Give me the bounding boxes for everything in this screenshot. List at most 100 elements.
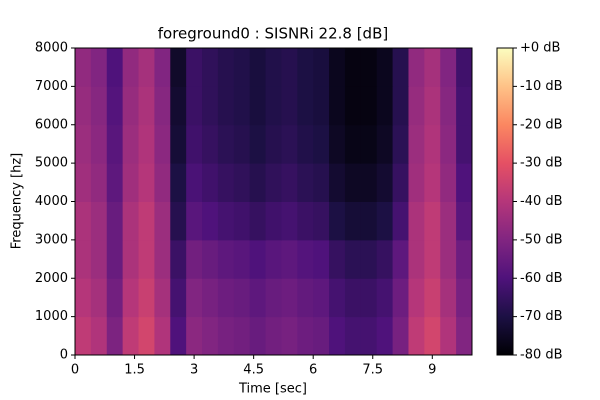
spectrogram-cell bbox=[392, 124, 409, 164]
spectrogram-cell bbox=[424, 86, 441, 126]
spectrogram-cell bbox=[202, 201, 219, 241]
spectrogram-cell bbox=[265, 86, 282, 126]
spectrogram-cell bbox=[138, 201, 155, 241]
spectrogram-cell bbox=[122, 316, 140, 356]
spectrogram-cell bbox=[249, 86, 267, 126]
spectrogram-cell bbox=[75, 163, 92, 202]
spectrogram-cell bbox=[122, 86, 140, 126]
spectrogram-cell bbox=[106, 86, 124, 126]
spectrogram-cell bbox=[376, 278, 394, 318]
spectrogram-cell bbox=[456, 201, 473, 241]
spectrogram-cell bbox=[297, 163, 314, 202]
spectrogram-cell bbox=[138, 48, 155, 87]
spectrogram-cell bbox=[456, 316, 473, 356]
spectrogram-cell bbox=[360, 124, 378, 164]
spectrogram-cell bbox=[154, 278, 171, 318]
spectrogram-cell bbox=[281, 86, 298, 126]
spectrogram-cell bbox=[424, 316, 441, 356]
spectrogram-cell bbox=[360, 86, 378, 126]
spectrogram-cell bbox=[170, 239, 187, 279]
spectrogram-cell bbox=[313, 239, 330, 279]
spectrogram-cell bbox=[122, 124, 140, 164]
spectrogram-cell bbox=[360, 239, 378, 279]
spectrogram-cell bbox=[233, 86, 251, 126]
spectrogram-cell bbox=[75, 316, 92, 356]
spectrogram-cell bbox=[170, 316, 187, 356]
spectrogram-cell bbox=[281, 316, 298, 356]
spectrogram-cell bbox=[456, 239, 473, 279]
spectrogram-cell bbox=[249, 48, 267, 87]
spectrogram-cell bbox=[249, 201, 267, 241]
colorbar bbox=[496, 47, 514, 356]
spectrogram-cell bbox=[265, 316, 282, 356]
spectrogram-cell bbox=[408, 124, 425, 164]
y-axis-label: Frequency [hz] bbox=[10, 153, 25, 250]
spectrogram-cell bbox=[186, 124, 203, 164]
spectrogram-cell bbox=[392, 163, 409, 202]
y-tick-label: 4000 bbox=[35, 194, 68, 209]
spectrogram-cell bbox=[392, 48, 409, 87]
spectrogram-cell bbox=[265, 163, 282, 202]
spectrogram-cell bbox=[138, 239, 155, 279]
spectrogram-cell bbox=[217, 239, 235, 279]
spectrogram-cell bbox=[297, 124, 314, 164]
spectrogram-cell bbox=[329, 124, 346, 164]
spectrogram-cell bbox=[90, 124, 108, 164]
spectrogram-cell bbox=[233, 201, 251, 241]
spectrogram-cell bbox=[344, 48, 362, 87]
y-tick-label: 6000 bbox=[35, 117, 68, 132]
colorbar-tick-label: -60 dB bbox=[520, 271, 563, 286]
spectrogram-cell bbox=[408, 239, 425, 279]
spectrogram-cell bbox=[456, 163, 473, 202]
spectrogram-cell bbox=[170, 86, 187, 126]
spectrogram-cell bbox=[408, 86, 425, 126]
spectrogram-cell bbox=[249, 124, 267, 164]
spectrogram-cell bbox=[424, 124, 441, 164]
spectrogram-cell bbox=[202, 316, 219, 356]
spectrogram-cell bbox=[75, 239, 92, 279]
spectrogram-cell bbox=[329, 239, 346, 279]
spectrogram-cell bbox=[408, 278, 425, 318]
y-tick-label: 0 bbox=[60, 348, 68, 363]
spectrogram-cell bbox=[297, 239, 314, 279]
spectrogram-cell bbox=[329, 163, 346, 202]
spectrogram-cell bbox=[217, 124, 235, 164]
spectrogram-cell bbox=[170, 163, 187, 202]
spectrogram-cell bbox=[249, 316, 267, 356]
spectrogram-cell bbox=[106, 163, 124, 202]
spectrogram-cell bbox=[154, 201, 171, 241]
spectrogram-cell bbox=[313, 86, 330, 126]
spectrogram-cell bbox=[313, 201, 330, 241]
x-axis-label: Time [sec] bbox=[238, 382, 307, 397]
spectrogram-cell bbox=[392, 201, 409, 241]
spectrogram-cell bbox=[424, 163, 441, 202]
spectrogram-cell bbox=[106, 278, 124, 318]
spectrogram-cell bbox=[344, 124, 362, 164]
spectrogram-cell bbox=[344, 239, 362, 279]
spectrogram-cell bbox=[408, 48, 425, 87]
spectrogram-cell bbox=[281, 239, 298, 279]
spectrogram-cell bbox=[90, 163, 108, 202]
spectrogram-cell bbox=[122, 201, 140, 241]
colorbar-tick-label: -50 dB bbox=[520, 232, 563, 247]
spectrogram-cell bbox=[90, 48, 108, 87]
spectrogram-cell bbox=[249, 163, 267, 202]
colorbar-tick-label: -10 dB bbox=[520, 79, 563, 94]
spectrogram-cell bbox=[344, 201, 362, 241]
spectrogram-cell bbox=[408, 201, 425, 241]
spectrogram-cell bbox=[392, 278, 409, 318]
y-tick-label: 7000 bbox=[35, 79, 68, 94]
y-tick-label: 5000 bbox=[35, 156, 68, 171]
spectrogram-cell bbox=[75, 86, 92, 126]
spectrogram-cell bbox=[217, 278, 235, 318]
spectrogram-cell bbox=[154, 48, 171, 87]
x-tick-label: 9 bbox=[428, 363, 436, 378]
spectrogram-cell bbox=[249, 278, 267, 318]
spectrogram-cell bbox=[122, 163, 140, 202]
spectrogram-cell bbox=[344, 86, 362, 126]
colorbar-tick-label: -80 dB bbox=[520, 348, 563, 363]
spectrogram-cell bbox=[344, 316, 362, 356]
spectrogram-cell bbox=[456, 124, 473, 164]
spectrogram-cell bbox=[154, 124, 171, 164]
